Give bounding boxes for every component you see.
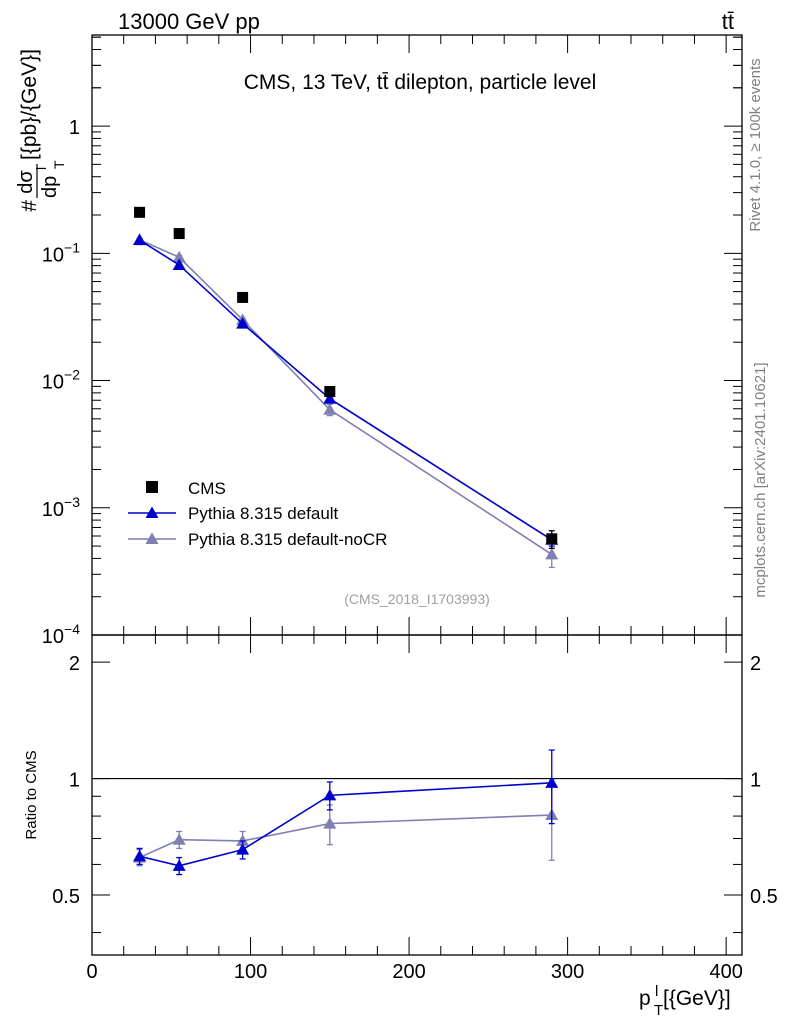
ratio-default-point [323, 788, 337, 801]
main-default-point [236, 317, 250, 329]
ratio-default-point [236, 843, 250, 855]
xlabel-sub: T [654, 1002, 663, 1019]
main-cms-point [237, 291, 249, 303]
main-nocr-point [172, 250, 186, 263]
ylabel-suffix: [{pb}/{GeV}] [18, 49, 41, 160]
main-ytick-label: 10−2 [42, 367, 80, 394]
ratio-nocr-point [323, 817, 337, 829]
ratio-xtick-label: 400 [709, 961, 742, 983]
header-right-label: tt̄ [722, 9, 734, 34]
ylabel-prefix: # [18, 200, 41, 212]
ylabel-numerator: dσ [15, 170, 37, 194]
legend-marker-default [145, 506, 159, 518]
main-ytick-label: 10−3 [42, 494, 80, 521]
ylabel-denominator: dp [39, 176, 61, 198]
main-nocr-point [323, 403, 337, 415]
main-default-point [172, 258, 186, 270]
main-default-point [133, 233, 147, 246]
header-left-label: 13000 GeV pp [118, 9, 260, 34]
ratio-ytick-label-right: 1 [750, 770, 761, 792]
xlabel-sup: l [655, 983, 658, 1000]
main-ytick-label: 10−4 [42, 621, 80, 648]
analysis-watermark: (CMS_2018_I1703993) [344, 591, 490, 607]
legend-label-nocr: Pythia 8.315 default-noCR [188, 530, 387, 549]
main-cms-point [324, 386, 336, 398]
ratio-ytick-label-right: 0.5 [750, 886, 778, 908]
xlabel: p T l [{GeV}] [639, 983, 731, 1019]
main-cms-point [134, 206, 146, 218]
main-axis-ticks: 1 10−1 10−2 10−3 10−4 [42, 35, 742, 648]
legend-marker-cms [146, 481, 158, 493]
main-ylabel: # dσ dp l T [{pb}/{GeV}] [15, 49, 67, 212]
ratio-xtick-label: 200 [392, 961, 425, 983]
legend: CMS Pythia 8.315 default Pythia 8.315 de… [128, 479, 387, 549]
ratio-nocr-point [236, 834, 250, 846]
ratio-ylabel: Ratio to CMS [23, 750, 40, 839]
ratio-ytick-label-left: 1 [69, 770, 80, 792]
legend-label-default: Pythia 8.315 default [188, 504, 339, 523]
ratio-ytick-label-left: 2 [69, 653, 80, 675]
main-ytick-label: 10−1 [42, 239, 80, 266]
ratio-ytick-label-left: 0.5 [52, 886, 80, 908]
ratio-panel: 0.5 0.5 1 1 2 2 0 100 200 300 400 Ratio to CMS [23, 634, 778, 983]
main-panel: 1 10−1 10−2 10−3 10−4 CMS, 13 TeV, tt̄ dilep… [15, 34, 743, 648]
main-nocr-point [545, 547, 559, 560]
ratio-default-line [139, 782, 552, 867]
ratio-default-point [172, 859, 186, 871]
xlabel-unit: [{GeV}] [663, 987, 731, 1010]
main-cms-point [173, 228, 185, 240]
main-default-point [323, 392, 337, 404]
ratio-data [133, 749, 559, 876]
ylabel-denominator-sup: l [33, 167, 49, 170]
main-title: CMS, 13 TeV, tt̄ dilepton, particle leve… [244, 71, 597, 94]
ratio-nocr-point [172, 833, 186, 845]
xlabel-p: p [639, 987, 651, 1010]
ratio-nocr-line [139, 814, 552, 859]
main-ytick-label: 1 [69, 117, 80, 139]
ylabel-denominator-sub: T [51, 160, 67, 169]
main-cms-point [546, 533, 558, 545]
ratio-default-point [133, 849, 147, 862]
ratio-xtick-label: 0 [86, 961, 97, 983]
rivet-version-label: Rivet 4.1.0, ≥ 100k events [747, 58, 764, 231]
main-data [133, 206, 559, 569]
legend-label-cms: CMS [188, 479, 226, 498]
ratio-xtick-label: 100 [234, 961, 267, 983]
ratio-axis-ticks: 0.5 0.5 1 1 2 2 0 100 200 300 400 [52, 635, 778, 983]
ratio-frame [91, 634, 743, 956]
ratio-xtick-label: 300 [551, 961, 584, 983]
ratio-default-point [545, 776, 559, 788]
ratio-ytick-label-right: 2 [750, 653, 761, 675]
mcplots-label: mcplots.cern.ch [arXiv:2401.10621] [752, 362, 769, 597]
legend-marker-nocr [145, 532, 159, 544]
